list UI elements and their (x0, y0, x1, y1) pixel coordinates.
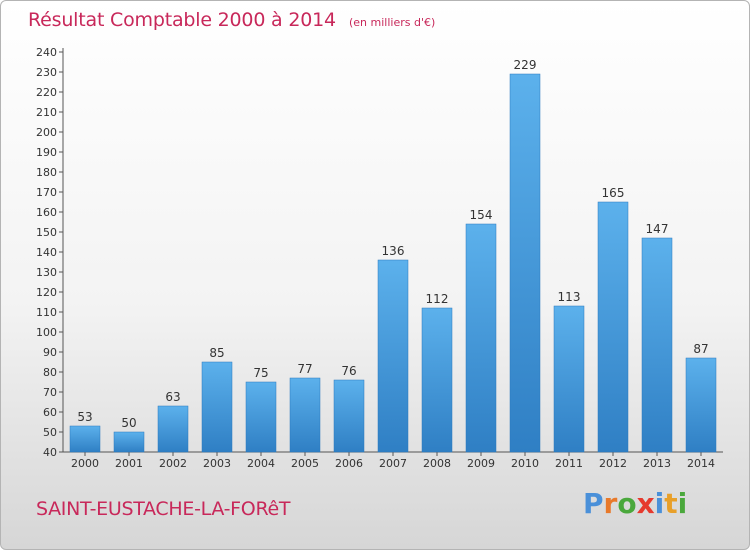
bars (69, 73, 717, 453)
data-label-2013: 147 (646, 222, 669, 236)
x-tick-label-2010: 2010 (511, 457, 539, 470)
x-tick-label-2004: 2004 (247, 457, 275, 470)
y-tick-label: 210 (36, 106, 57, 119)
bar-2011 (553, 305, 585, 453)
bar-2004 (245, 381, 277, 453)
logo-letter: r (603, 487, 618, 520)
data-label-2006: 76 (341, 364, 356, 378)
y-tick-label: 50 (43, 426, 57, 439)
y-tick-label: 110 (36, 306, 57, 319)
data-label-2008: 112 (426, 292, 449, 306)
bar-2013 (641, 237, 673, 453)
x-tick-label-2008: 2008 (423, 457, 451, 470)
y-tick-label: 240 (36, 46, 57, 59)
y-tick-label: 140 (36, 246, 57, 259)
bar-2014 (685, 357, 717, 453)
y-tick-label: 60 (43, 406, 57, 419)
data-label-2002: 63 (165, 390, 180, 404)
y-tick-label: 160 (36, 206, 57, 219)
y-tick-label: 190 (36, 146, 57, 159)
proxiti-logo[interactable]: Proxiti (583, 487, 687, 520)
data-label-2014: 87 (693, 342, 708, 356)
bar-2005 (289, 377, 321, 453)
bar-2008 (421, 307, 453, 453)
y-tick-label: 150 (36, 226, 57, 239)
chart-subtitle: (en milliers d'€) (348, 16, 436, 29)
x-tick-label-2005: 2005 (291, 457, 319, 470)
bar-2006 (333, 379, 365, 453)
data-label-2012: 165 (602, 186, 625, 200)
y-tick-label: 90 (43, 346, 57, 359)
data-labels: 53 50 63 85 75 77 76 136 112 154 229 113 165 147 87 (77, 58, 708, 430)
y-tick-label: 170 (36, 186, 57, 199)
x-tick-label-2012: 2012 (599, 457, 627, 470)
bar-2012 (597, 201, 629, 453)
y-tick-label: 230 (36, 66, 57, 79)
y-tick-label: 120 (36, 286, 57, 299)
data-label-2003: 85 (209, 346, 224, 360)
bar-2000 (69, 425, 101, 453)
y-tick-label: 70 (43, 386, 57, 399)
logo-letter: t (664, 487, 678, 520)
y-tick-label: 100 (36, 326, 57, 339)
x-tick-label-2001: 2001 (115, 457, 143, 470)
data-label-2001: 50 (121, 416, 136, 430)
data-label-2007: 136 (382, 244, 405, 258)
data-label-2009: 154 (470, 208, 493, 222)
logo-letter: i (654, 487, 665, 520)
data-label-2000: 53 (77, 410, 92, 424)
data-label-2011: 113 (558, 290, 581, 304)
y-tick-label: 180 (36, 166, 57, 179)
y-tick-label: 220 (36, 86, 57, 99)
x-tick-label-2007: 2007 (379, 457, 407, 470)
data-label-2005: 77 (297, 362, 312, 376)
data-label-2004: 75 (253, 366, 268, 380)
logo-letter: o (617, 487, 637, 520)
x-tick-label-2002: 2002 (159, 457, 187, 470)
commune-name: SAINT-EUSTACHE-LA-FORêT (36, 498, 291, 520)
bar-2001 (113, 431, 145, 453)
y-tick-label: 200 (36, 126, 57, 139)
y-tick-label: 80 (43, 366, 57, 379)
chart-title: Résultat Comptable 2000 à 2014 (28, 9, 336, 31)
y-tick-label: 130 (36, 266, 57, 279)
bar-2010 (509, 73, 541, 453)
x-tick-label-2006: 2006 (335, 457, 363, 470)
title-row: Résultat Comptable 2000 à 2014 (en milli… (28, 9, 435, 31)
data-label-2010: 229 (514, 58, 537, 72)
bar-2003 (201, 361, 233, 453)
x-tick-label-2013: 2013 (643, 457, 671, 470)
logo-letter: i (677, 487, 688, 520)
x-tick-label-2003: 2003 (203, 457, 231, 470)
bar-2009 (465, 223, 497, 453)
bar-2002 (157, 405, 189, 453)
x-tick-label-2009: 2009 (467, 457, 495, 470)
x-tick-label-2011: 2011 (555, 457, 583, 470)
logo-letter: P (583, 487, 604, 520)
logo-letter: x (636, 487, 655, 520)
x-tick-label-2000: 2000 (71, 457, 99, 470)
x-tick-label-2014: 2014 (687, 457, 715, 470)
y-tick-label: 40 (43, 446, 57, 459)
bar-2007 (377, 259, 409, 453)
